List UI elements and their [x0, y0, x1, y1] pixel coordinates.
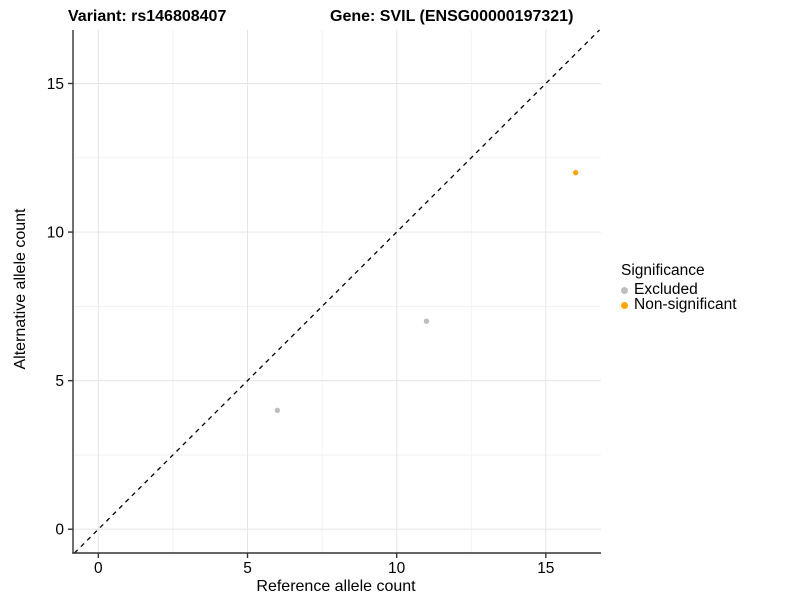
identity-line — [74, 29, 600, 554]
data-point-excluded — [423, 318, 430, 324]
gene-title: Gene: SVIL (ENSG00000197321) — [330, 8, 574, 25]
legend: Significance Excluded Non-significant — [621, 263, 737, 313]
y-axis-title: Alternative allele count — [12, 208, 29, 370]
legend-item-label: Non-significant — [634, 296, 737, 314]
x-tick-label: 0 — [94, 560, 103, 577]
data-point-non-significant — [572, 169, 579, 176]
x-axis-title: Reference allele count — [256, 578, 416, 595]
excluded-dot-icon — [621, 286, 628, 294]
y-tick-label: 5 — [55, 373, 64, 390]
legend-item-non-significant: Non-significant — [621, 296, 737, 314]
legend-item-label: Excluded — [634, 281, 698, 299]
y-tick-label: 10 — [47, 225, 65, 242]
x-tick-label: 10 — [388, 560, 406, 577]
legend-title: Significance — [621, 262, 705, 279]
non-significant-dot-icon — [621, 301, 628, 309]
variant-title: Variant: rs146808407 — [68, 8, 227, 25]
legend-item-excluded: Excluded — [621, 281, 737, 299]
x-tick-label: 15 — [537, 560, 554, 577]
data-point-excluded — [274, 407, 281, 414]
x-tick-label: 5 — [243, 560, 252, 577]
y-tick-label: 15 — [47, 76, 64, 93]
y-tick-label: 0 — [55, 522, 64, 539]
